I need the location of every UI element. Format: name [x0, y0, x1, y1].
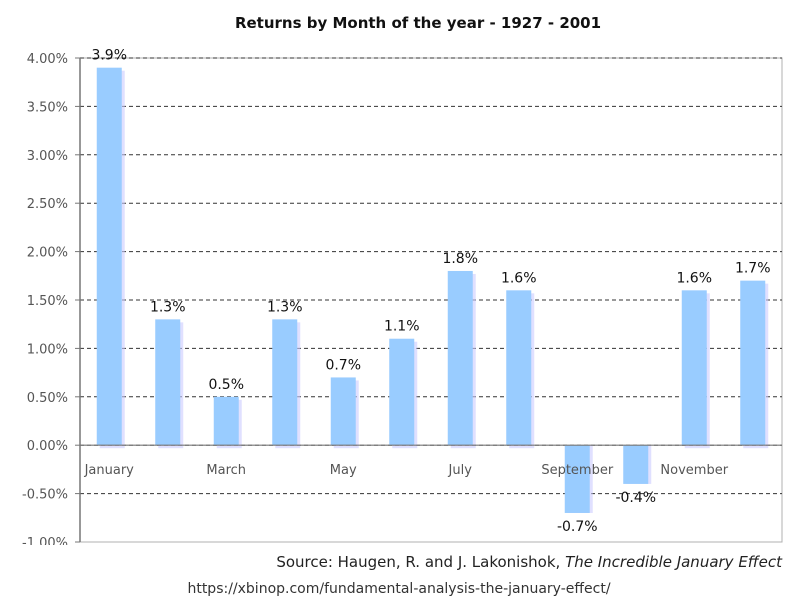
data-label: 1.7% [735, 261, 771, 277]
data-label: 3.9% [91, 48, 127, 64]
chart-title: Returns by Month of the year - 1927 - 20… [235, 14, 601, 32]
data-label: 1.8% [442, 251, 478, 267]
source-prefix: Source: Haugen, R. and J. Lakonishok, [276, 553, 566, 571]
bar [389, 338, 415, 446]
y-tick-label: -1.00% [22, 536, 68, 545]
data-label: -0.4% [615, 490, 656, 506]
y-tick-label: 2.00% [27, 246, 68, 261]
bars [96, 67, 769, 513]
x-tick-label: November [660, 463, 728, 478]
data-label: 1.6% [676, 270, 712, 286]
data-label: -0.7% [557, 519, 598, 535]
bar [330, 377, 356, 446]
bar [740, 280, 766, 446]
bar [155, 319, 181, 446]
bar [272, 319, 298, 446]
x-tick-label: July [448, 463, 473, 478]
y-tick-label: -0.50% [22, 488, 68, 503]
y-tick-label: 0.00% [27, 439, 68, 454]
bar [213, 396, 239, 446]
x-tick-label: September [541, 463, 614, 478]
y-tick-label: 3.50% [27, 100, 68, 115]
data-labels: 3.9% 1.3% 0.5% 1.3% 0.7% 1.1% 1.8% 1.6% -0.7% -0.… [91, 48, 770, 535]
y-tick-label: 1.00% [27, 342, 68, 357]
x-tick-label: March [206, 463, 246, 478]
data-label: 1.3% [267, 299, 303, 315]
data-label: 0.7% [325, 357, 361, 373]
data-label: 1.6% [501, 270, 537, 286]
bar [447, 270, 473, 446]
source-url: https://xbinop.com/fundamental-analysis-… [187, 581, 611, 597]
bar [564, 445, 590, 513]
data-label: 1.1% [384, 319, 420, 335]
y-tick-label: 0.50% [27, 391, 68, 406]
source-note: Source: Haugen, R. and J. Lakonishok, Th… [276, 553, 782, 571]
y-tick-label: 3.00% [27, 149, 68, 164]
axes: 4.00% 3.50% 3.00% 2.50% 2.00% 1.50% 1.00% 0.50%… [22, 52, 782, 545]
y-tick-label: 1.50% [27, 294, 68, 309]
x-tick-label: May [330, 463, 357, 478]
y-tick-label: 2.50% [27, 197, 68, 212]
x-tick-label: January [84, 463, 135, 478]
source-title: The Incredible January Effect [565, 553, 782, 571]
grid [79, 57, 783, 543]
chart: Returns by Month of the year - 1927 - 20… [22, 14, 783, 545]
bar [96, 67, 122, 446]
bar [623, 445, 649, 484]
data-label: 0.5% [208, 377, 244, 393]
y-tick-label: 4.00% [27, 52, 68, 67]
data-label: 1.3% [150, 299, 186, 315]
bar [681, 290, 707, 446]
bar [506, 290, 532, 446]
